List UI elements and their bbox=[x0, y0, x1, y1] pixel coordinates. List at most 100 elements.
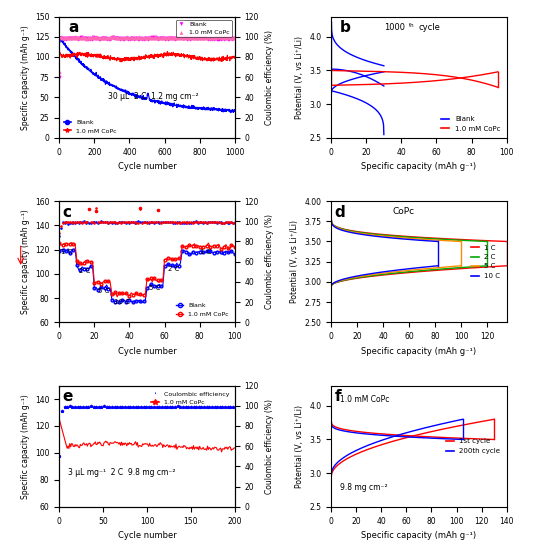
Point bbox=[83, 34, 92, 42]
Point bbox=[113, 218, 121, 227]
Point bbox=[218, 218, 227, 227]
Point bbox=[116, 218, 125, 227]
Text: b: b bbox=[340, 20, 351, 35]
Point bbox=[113, 34, 121, 42]
Point bbox=[200, 34, 209, 42]
Point bbox=[171, 402, 179, 411]
Point bbox=[92, 204, 100, 213]
Point bbox=[215, 34, 224, 43]
Point bbox=[67, 218, 76, 226]
Legend: 1 C, 2 C, 5 C, 10 C: 1 C, 2 C, 5 C, 10 C bbox=[468, 242, 503, 282]
Point bbox=[86, 35, 95, 44]
Point bbox=[127, 218, 135, 227]
2 C bbox=[469, 237, 476, 244]
5 C bbox=[328, 215, 335, 222]
Point bbox=[118, 218, 127, 227]
Point bbox=[92, 33, 100, 42]
Point bbox=[176, 34, 184, 42]
Y-axis label: Potential (V, vs Li⁺/Li): Potential (V, vs Li⁺/Li) bbox=[295, 405, 304, 488]
Point bbox=[155, 402, 164, 411]
Point bbox=[97, 34, 106, 42]
Point bbox=[167, 218, 176, 226]
Text: CoPc: CoPc bbox=[392, 207, 414, 216]
Point bbox=[64, 219, 72, 228]
Point bbox=[136, 33, 145, 42]
Point bbox=[223, 218, 232, 227]
Point bbox=[176, 403, 185, 412]
Y-axis label: Coulombic efficiency (%): Coulombic efficiency (%) bbox=[265, 399, 273, 494]
Point bbox=[109, 218, 118, 226]
Point bbox=[115, 217, 123, 226]
Point bbox=[157, 34, 166, 42]
Point bbox=[132, 402, 140, 411]
Point bbox=[129, 34, 138, 43]
Point bbox=[226, 402, 234, 411]
Point bbox=[173, 34, 182, 42]
Point bbox=[184, 34, 193, 43]
Point bbox=[220, 218, 229, 227]
Point bbox=[178, 34, 187, 42]
10 C bbox=[393, 235, 400, 242]
Point bbox=[226, 33, 235, 42]
Point bbox=[94, 218, 102, 226]
Point bbox=[183, 218, 192, 226]
Point bbox=[113, 403, 121, 412]
Point bbox=[85, 219, 93, 228]
Point bbox=[104, 219, 113, 228]
Point bbox=[166, 34, 175, 42]
Point bbox=[219, 33, 228, 42]
Point bbox=[69, 218, 78, 227]
Point bbox=[111, 33, 120, 42]
Point bbox=[143, 34, 152, 43]
Point bbox=[155, 218, 164, 227]
Point bbox=[162, 34, 170, 42]
Point bbox=[132, 218, 141, 227]
Point bbox=[99, 217, 107, 226]
Text: 1 C: 1 C bbox=[61, 250, 73, 256]
2 C bbox=[421, 235, 427, 241]
Point bbox=[225, 33, 233, 41]
1 C bbox=[436, 235, 442, 242]
Point bbox=[55, 232, 64, 241]
Point bbox=[134, 34, 142, 42]
Point bbox=[195, 217, 204, 226]
Point bbox=[213, 219, 222, 228]
Point bbox=[122, 34, 131, 42]
10 C bbox=[328, 215, 335, 222]
X-axis label: Cycle number: Cycle number bbox=[118, 162, 176, 171]
Point bbox=[120, 34, 128, 43]
Point bbox=[191, 34, 200, 43]
Point bbox=[150, 218, 158, 227]
Point bbox=[139, 218, 148, 226]
Y-axis label: Coulombic efficiency (%): Coulombic efficiency (%) bbox=[265, 30, 273, 125]
Point bbox=[118, 402, 127, 411]
Point bbox=[138, 34, 147, 43]
Point bbox=[72, 34, 81, 42]
Point bbox=[190, 218, 199, 226]
Point bbox=[230, 218, 239, 226]
Point bbox=[81, 403, 90, 412]
Point bbox=[177, 34, 186, 42]
Point bbox=[201, 33, 210, 42]
Point bbox=[176, 33, 184, 42]
Point bbox=[89, 33, 98, 42]
Point bbox=[186, 218, 195, 227]
Point bbox=[120, 218, 128, 226]
Text: 5 C: 5 C bbox=[149, 285, 160, 290]
Point bbox=[195, 218, 204, 226]
Point bbox=[181, 218, 190, 226]
Point bbox=[176, 218, 185, 227]
Point bbox=[225, 218, 234, 227]
Point bbox=[186, 218, 195, 226]
Point bbox=[141, 34, 149, 42]
Point bbox=[78, 218, 86, 226]
Point bbox=[94, 219, 102, 228]
Point bbox=[163, 403, 171, 412]
Point bbox=[180, 33, 189, 42]
Point bbox=[71, 34, 79, 43]
Point bbox=[183, 34, 191, 43]
Point bbox=[78, 218, 86, 227]
Point bbox=[213, 218, 222, 227]
Point bbox=[152, 33, 161, 42]
Point bbox=[165, 402, 174, 411]
